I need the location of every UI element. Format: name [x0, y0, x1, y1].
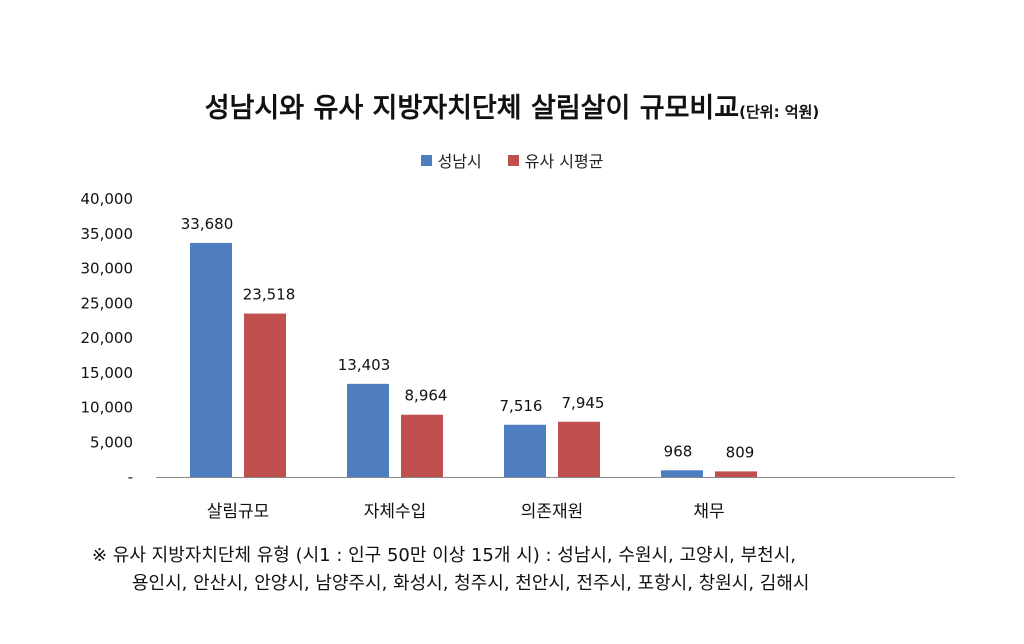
y-tick-label: - — [128, 468, 133, 486]
chart-title-text: 성남시와 유사 지방자치단체 살림살이 규모비교 — [204, 93, 740, 124]
data-label: 8,964 — [405, 387, 448, 405]
x-tick-label: 자체수입 — [364, 502, 427, 522]
data-label: 13,403 — [338, 356, 391, 374]
legend-swatch-series-1 — [420, 154, 432, 166]
data-label: 7,945 — [562, 394, 605, 412]
bar-series-1 — [190, 242, 232, 477]
y-tick-label: 35,000 — [81, 225, 134, 243]
data-label: 7,516 — [500, 397, 543, 415]
footnote: ※ 유사 지방자치단체 유형 (시1 : 인구 50만 이상 15개 시) : … — [92, 542, 992, 598]
data-label: 968 — [664, 442, 693, 460]
bar-series-1 — [661, 470, 703, 477]
x-tick-label: 살림규모 — [207, 502, 270, 522]
bar-series-2 — [244, 313, 286, 477]
x-tick-label: 채무 — [693, 502, 724, 522]
bar-chart-plot: - 5,000 10,000 15,000 20,000 25,000 30,000 35,0… — [81, 190, 955, 522]
bar-series-2 — [715, 471, 757, 477]
y-tick-label: 25,000 — [81, 294, 134, 312]
bar-series-2 — [558, 421, 600, 477]
y-tick-label: 20,000 — [81, 329, 134, 347]
footnote-line-1: ※ 유사 지방자치단체 유형 (시1 : 인구 50만 이상 15개 시) : … — [92, 545, 797, 566]
y-tick-label: 10,000 — [81, 399, 134, 417]
legend-swatch-series-2 — [507, 154, 519, 166]
y-tick-label: 5,000 — [90, 433, 133, 451]
y-tick-label: 30,000 — [81, 260, 134, 278]
bar-series-1 — [504, 424, 546, 477]
y-tick-label: 15,000 — [81, 364, 134, 382]
legend: 성남시 유사 시평균 — [0, 148, 1024, 172]
legend-label-series-2: 유사 시평균 — [524, 152, 604, 171]
unit-note: (단위: 억원) — [739, 103, 820, 121]
footnote-line-2: 용인시, 안산시, 안양시, 남양주시, 화성시, 청주시, 천안시, 전주시,… — [132, 573, 810, 594]
legend-item-series-2: 유사 시평균 — [507, 148, 604, 172]
chart-title: 성남시와 유사 지방자치단체 살림살이 규모비교(단위: 억원) — [0, 86, 1024, 125]
data-label: 33,680 — [181, 215, 234, 233]
legend-item-series-1: 성남시 — [420, 148, 482, 172]
data-label: 23,518 — [243, 286, 296, 304]
bar-series-1 — [347, 383, 389, 477]
legend-label-series-1: 성남시 — [437, 152, 482, 171]
x-tick-label: 의존재원 — [521, 502, 584, 522]
bar-series-2 — [401, 414, 443, 477]
data-label: 809 — [726, 443, 755, 461]
y-tick-label: 40,000 — [81, 190, 134, 208]
